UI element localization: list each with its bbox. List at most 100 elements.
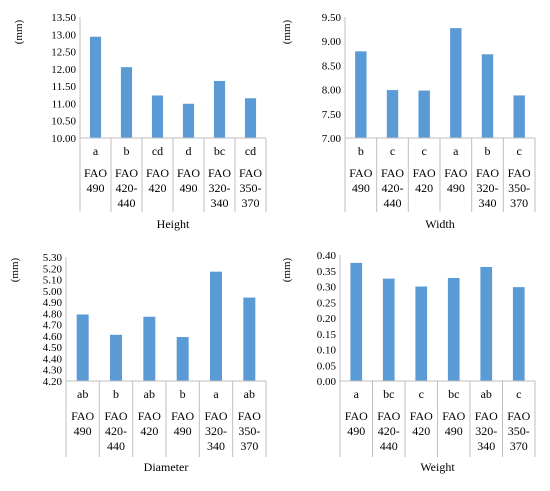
y-tick-label: 4.40 bbox=[43, 353, 63, 365]
significance-letter: c bbox=[517, 144, 522, 158]
category-label: 420 bbox=[149, 181, 167, 195]
category-label: 320- bbox=[205, 424, 227, 438]
category-label: 320- bbox=[477, 181, 499, 195]
category-label: FAO bbox=[476, 166, 499, 180]
category-label: 440 bbox=[107, 439, 125, 453]
bar bbox=[176, 337, 189, 381]
bar bbox=[512, 287, 525, 381]
category-label: 320- bbox=[475, 424, 497, 438]
category-label: 490 bbox=[447, 181, 465, 195]
category-label: 350- bbox=[508, 424, 530, 438]
y-tick-label: 0.40 bbox=[317, 250, 337, 262]
category-label: 490 bbox=[74, 424, 92, 438]
bar bbox=[76, 314, 89, 381]
significance-letter: b bbox=[113, 387, 119, 401]
bar bbox=[415, 286, 428, 381]
y-tick-label: 4.80 bbox=[43, 308, 63, 320]
category-label: 440 bbox=[384, 196, 402, 210]
category-label: 420- bbox=[116, 181, 138, 195]
y-tick-label: 7.00 bbox=[322, 133, 342, 145]
significance-letter: b bbox=[180, 387, 186, 401]
category-label: FAO bbox=[84, 166, 107, 180]
category-label: 490 bbox=[347, 424, 365, 438]
category-label: FAO bbox=[410, 409, 433, 423]
x-axis-title: Width bbox=[425, 217, 455, 231]
y-tick-label: 11.00 bbox=[52, 98, 77, 110]
y-tick-label: 0.20 bbox=[317, 313, 337, 325]
y-tick-label: 5.10 bbox=[43, 275, 63, 287]
bar bbox=[143, 316, 156, 381]
y-tick-label: 8.50 bbox=[322, 60, 342, 72]
category-label: FAO bbox=[238, 409, 261, 423]
bar bbox=[480, 266, 493, 381]
y-tick-label: 11.50 bbox=[52, 81, 77, 93]
bar bbox=[210, 271, 222, 381]
significance-letter: c bbox=[419, 387, 424, 401]
significance-letter: bc bbox=[214, 144, 225, 158]
category-label: 490 bbox=[180, 181, 198, 195]
significance-letter: c bbox=[422, 144, 427, 158]
y-tick-label: 5.00 bbox=[43, 286, 63, 298]
bar bbox=[151, 95, 164, 138]
bar bbox=[513, 95, 525, 138]
category-label: FAO bbox=[413, 166, 436, 180]
y-tick-label: 4.60 bbox=[43, 331, 63, 343]
significance-letter: a bbox=[213, 387, 219, 401]
category-label: 490 bbox=[352, 181, 370, 195]
significance-letter: b bbox=[358, 144, 364, 158]
category-label: FAO bbox=[146, 166, 169, 180]
significance-letter: a bbox=[354, 387, 360, 401]
bar bbox=[418, 90, 430, 138]
category-label: FAO bbox=[507, 409, 530, 423]
y-tick-label: 10.00 bbox=[51, 133, 76, 145]
y-axis-label: (mm) bbox=[9, 257, 21, 282]
category-label: 350- bbox=[508, 181, 530, 195]
bar bbox=[386, 90, 399, 138]
category-label: FAO bbox=[442, 409, 465, 423]
category-label: 340 bbox=[479, 196, 497, 210]
significance-letter: ab bbox=[77, 387, 88, 401]
category-label: FAO bbox=[171, 409, 194, 423]
bar bbox=[447, 277, 460, 381]
category-label: FAO bbox=[381, 166, 404, 180]
bar bbox=[213, 80, 226, 138]
y-tick-label: 0.10 bbox=[317, 345, 337, 357]
significance-letter: bc bbox=[383, 387, 394, 401]
significance-letter: cd bbox=[245, 144, 256, 158]
category-label: 370 bbox=[242, 196, 260, 210]
category-label: 370 bbox=[510, 439, 528, 453]
category-label: 340 bbox=[211, 196, 229, 210]
y-tick-label: 8.00 bbox=[322, 85, 342, 97]
category-label: 370 bbox=[510, 196, 528, 210]
category-label: FAO bbox=[204, 409, 227, 423]
y-axis-label: (mm) bbox=[281, 257, 293, 282]
category-label: FAO bbox=[239, 166, 262, 180]
y-tick-label: 13.00 bbox=[51, 29, 76, 41]
y-tick-label: 4.20 bbox=[43, 376, 63, 388]
significance-letter: ab bbox=[144, 387, 155, 401]
y-tick-label: 0.30 bbox=[317, 282, 337, 294]
category-label: 350- bbox=[240, 181, 262, 195]
category-label: 370 bbox=[240, 439, 258, 453]
chart-height: 10.00 10.50 11.00 11.50 12.00 12.50 13.00 13.50… bbox=[13, 12, 267, 231]
significance-letter: bc bbox=[448, 387, 459, 401]
category-label: 420- bbox=[105, 424, 127, 438]
category-label: FAO bbox=[177, 166, 200, 180]
category-label: 490 bbox=[445, 424, 463, 438]
y-tick-label: 13.50 bbox=[51, 12, 76, 24]
bar bbox=[481, 54, 494, 138]
significance-letter: a bbox=[453, 144, 459, 158]
x-axis-title: Diameter bbox=[144, 460, 189, 474]
y-tick-label: 0.25 bbox=[317, 297, 337, 309]
bar bbox=[89, 36, 102, 138]
category-label: FAO bbox=[349, 166, 372, 180]
y-tick-label: 4.90 bbox=[43, 297, 63, 309]
category-label: 350- bbox=[238, 424, 260, 438]
y-tick-label: 0.15 bbox=[317, 329, 337, 341]
bar bbox=[355, 51, 367, 138]
category-label: FAO bbox=[345, 409, 368, 423]
chart-width: 7.007.508.008.509.009.50(mm)b c c a b cFAO490… bbox=[281, 12, 536, 231]
y-tick-label: 4.70 bbox=[43, 320, 63, 332]
significance-letter: c bbox=[516, 387, 521, 401]
